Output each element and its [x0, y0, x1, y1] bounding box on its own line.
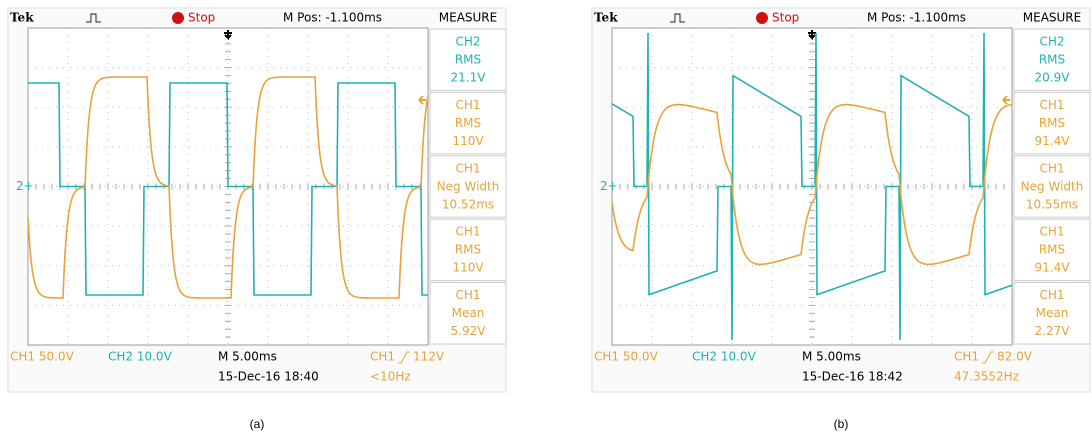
measure-type: Mean — [1036, 306, 1069, 320]
ch2-scale: CH2 10.0V — [692, 350, 757, 364]
measure-value: 110V — [452, 134, 484, 148]
measure-type: Neg Width — [1021, 179, 1084, 193]
position: M Pos: -1.100ms — [867, 11, 966, 25]
measure-type: RMS — [1039, 243, 1065, 257]
frequency: 47.3552Hz — [954, 370, 1019, 384]
measure-type: RMS — [455, 116, 481, 130]
measure-value: 10.55ms — [1026, 197, 1078, 211]
measure-title: MEASURE — [439, 11, 497, 25]
trigger-source: CH1 — [370, 350, 395, 364]
measure-type: RMS — [455, 53, 481, 67]
measure-channel: CH2 — [1039, 35, 1064, 49]
brand: Tek — [10, 11, 34, 25]
measure-value: 20.9V — [1035, 71, 1071, 85]
measure-type: RMS — [1039, 53, 1065, 67]
measure-value: 5.92V — [451, 324, 487, 338]
datetime: 15-Dec-16 18:42 — [802, 370, 903, 384]
measure-type: RMS — [455, 243, 481, 257]
measure-value: 10.52ms — [442, 197, 494, 211]
brand: Tek — [594, 11, 618, 25]
measure-channel: CH1 — [1039, 225, 1064, 239]
position: M Pos: -1.100ms — [283, 11, 382, 25]
measure-channel: CH1 — [455, 161, 480, 175]
measure-channel: CH1 — [1039, 288, 1064, 302]
timebase: M 5.00ms — [218, 350, 277, 364]
measure-title: MEASURE — [1023, 11, 1081, 25]
measure-channel: CH1 — [455, 288, 480, 302]
figure: Tek Stop M Pos: -1.100ms MEASURE 2+ CH2 RMS 21.… — [0, 0, 1092, 446]
scope-screen: Tek Stop M Pos: -1.100ms MEASURE 2+ CH2 RMS 21.… — [8, 8, 506, 431]
scope-screen: Tek Stop M Pos: -1.100ms MEASURE 2+ CH2 RMS 20.… — [592, 8, 1090, 431]
measure-channel: CH2 — [455, 35, 480, 49]
trigger-level: 112V — [413, 350, 445, 364]
stop-icon — [756, 12, 768, 24]
measure-type: Neg Width — [437, 179, 500, 193]
ch2-scale: CH2 10.0V — [108, 350, 173, 364]
caption: (b) — [834, 417, 849, 431]
ch2-marker: 2+ — [600, 179, 618, 193]
measure-value: 21.1V — [451, 71, 487, 85]
trigger-source: CH1 — [954, 350, 979, 364]
measure-value: 110V — [452, 261, 484, 275]
frequency: <10Hz — [370, 370, 411, 384]
trigger-level: 82.0V — [997, 350, 1033, 364]
measure-type: Mean — [452, 306, 485, 320]
status: Stop — [772, 11, 799, 25]
stop-icon — [172, 12, 184, 24]
measure-channel: CH1 — [1039, 161, 1064, 175]
ch1-scale: CH1 50.0V — [594, 350, 659, 364]
measure-channel: CH1 — [455, 98, 480, 112]
status: Stop — [188, 11, 215, 25]
measure-channel: CH1 — [455, 225, 480, 239]
measure-channel: CH1 — [1039, 98, 1064, 112]
timebase: M 5.00ms — [802, 350, 861, 364]
ch1-scale: CH1 50.0V — [10, 350, 75, 364]
measure-value: 91.4V — [1035, 134, 1071, 148]
datetime: 15-Dec-16 18:40 — [218, 370, 319, 384]
measure-type: RMS — [1039, 116, 1065, 130]
measure-value: 2.27V — [1035, 324, 1071, 338]
caption: (a) — [250, 417, 265, 431]
measure-value: 91.4V — [1035, 261, 1071, 275]
ch2-marker: 2+ — [16, 179, 34, 193]
